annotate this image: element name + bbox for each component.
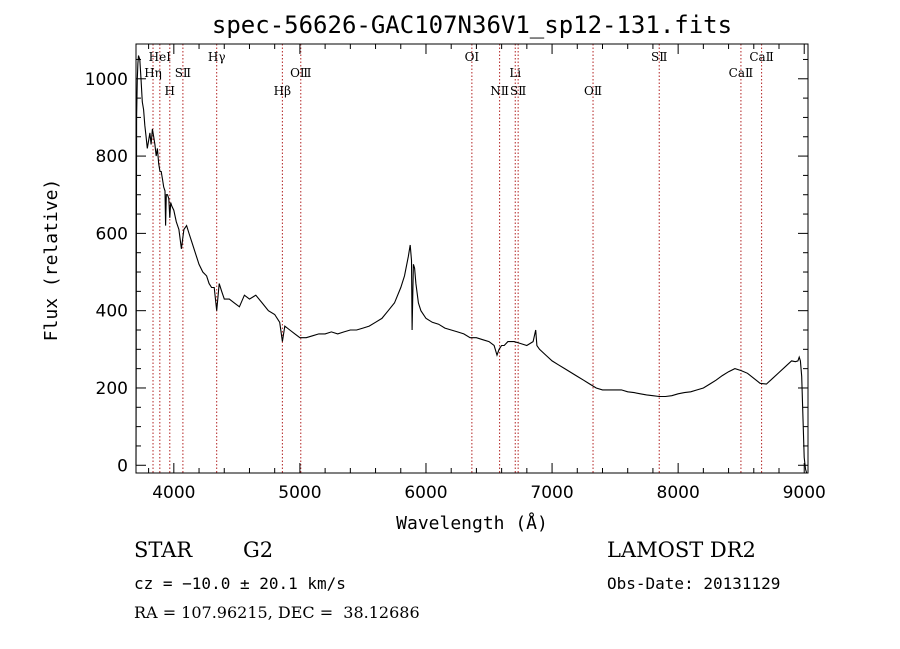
line-marker-label: SⅡ (175, 66, 191, 80)
line-marker-label: NⅡ (490, 84, 509, 98)
line-marker-label: OⅡ (584, 84, 602, 98)
line-marker-label: OⅢ (290, 66, 311, 80)
x-tick-label: 8000 (657, 483, 700, 503)
line-marker-label: CaⅡ (729, 66, 754, 80)
axis-ticks: 4000 5000 6000 7000 8000 9000 0 200 400 600 800 100… (85, 44, 826, 503)
x-tick-label: 7000 (530, 483, 573, 503)
line-marker-label: Li (509, 66, 521, 80)
x-tick-label: 9000 (783, 483, 826, 503)
spectrum-line (135, 55, 808, 474)
object-subclass: G2 (243, 538, 274, 562)
x-tick-label: 5000 (278, 483, 321, 503)
survey-name: LAMOST DR2 (607, 538, 756, 562)
line-marker-label: Hγ (208, 50, 226, 64)
object-class: STAR (134, 538, 193, 562)
line-marker-label: OⅠ (465, 50, 480, 64)
line-marker-label: SⅡ (510, 84, 526, 98)
observation-date: Obs-Date: 20131129 (607, 574, 781, 593)
y-axis-label: Flux (relative) (41, 179, 62, 342)
y-tick-label: 200 (96, 379, 128, 399)
line-marker-label: HeⅠ (149, 50, 172, 64)
x-axis-label: Wavelength (Å) (396, 512, 548, 534)
line-marker-label: Hη (144, 66, 162, 80)
line-marker-label: H (165, 84, 175, 98)
x-tick-label: 6000 (404, 483, 447, 503)
plot-frame (135, 43, 809, 474)
chart-title: spec-56626-GAC107N36V1_sp12-131.fits (212, 11, 732, 39)
line-marker-label: CaⅡ (749, 50, 774, 64)
y-tick-label: 800 (96, 147, 128, 167)
line-marker-label: Hβ (274, 84, 291, 98)
redshift-velocity: cz = −10.0 ± 20.1 km/s (134, 574, 346, 593)
y-tick-label: 0 (117, 456, 128, 476)
y-tick-label: 400 (96, 302, 128, 322)
y-tick-label: 1000 (85, 70, 128, 90)
line-marker-label: SⅡ (651, 50, 667, 64)
y-tick-label: 600 (96, 224, 128, 244)
ra-dec-coordinates: RA = 107.96215, DEC = 38.12686 (134, 603, 420, 622)
x-tick-label: 4000 (152, 483, 195, 503)
